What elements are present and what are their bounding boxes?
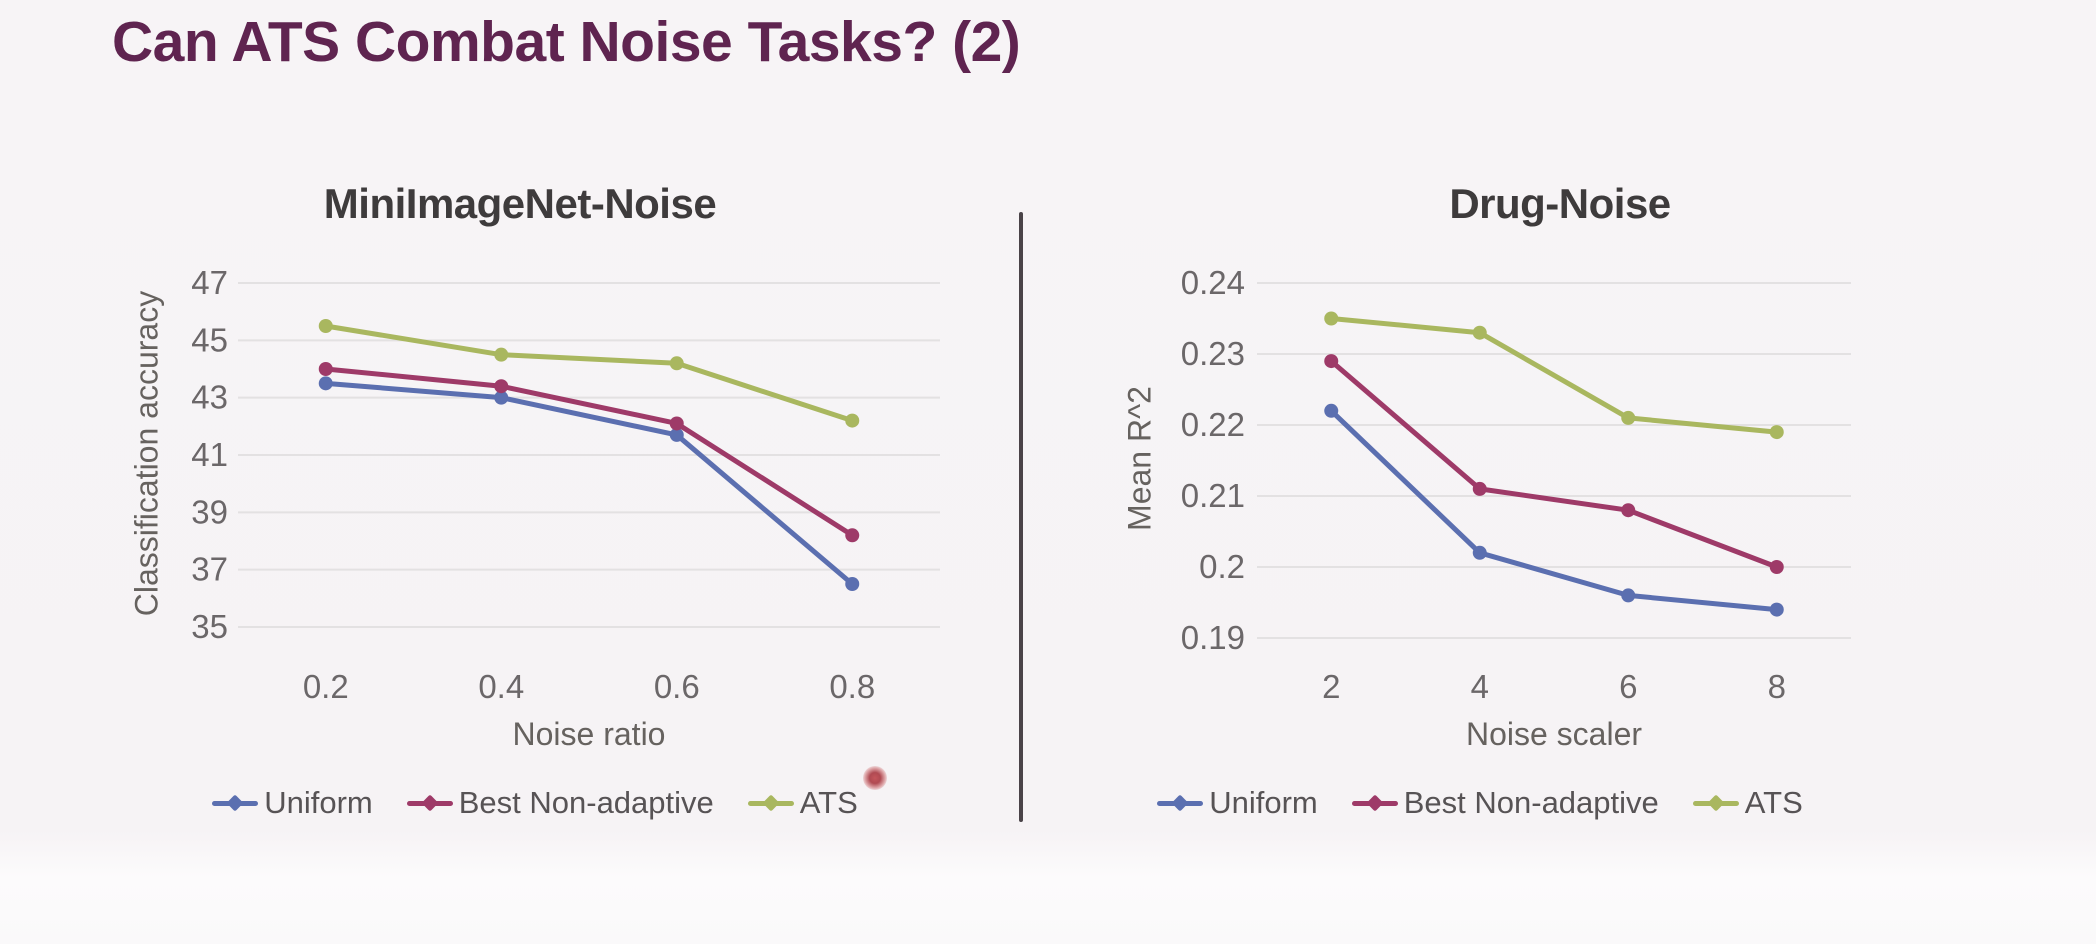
left-x-axis-label: Noise ratio [512, 716, 666, 752]
slide-title: Can ATS Combat Noise Tasks? (2) [112, 10, 1021, 74]
series-uniform [1324, 403, 1784, 617]
legend-label: Best Non-adaptive [1403, 785, 1659, 820]
y-tick-label: 43 [191, 379, 228, 416]
y-tick-label: 41 [191, 436, 228, 473]
legend-marker-ats [747, 794, 794, 812]
legend-label: ATS [1744, 785, 1803, 820]
series-best-non-adaptive [1324, 354, 1784, 574]
legend-marker-best-non-adaptive [1351, 794, 1398, 812]
x-tick-label: 4 [1471, 668, 1489, 705]
right-x-axis-label: Noise scaler [1465, 716, 1643, 752]
y-tick-label: 37 [191, 551, 228, 588]
data-point-ats [845, 413, 860, 428]
x-tick-labels: 2 4 6 8 [1322, 668, 1786, 705]
legend-item-best-non-adaptive: Best Non-adaptive [406, 785, 714, 821]
y-tick-label: 0.19 [1181, 619, 1245, 656]
x-tick-labels: 0.2 0.4 0.6 0.8 [303, 668, 875, 705]
y-tick-label: 0.22 [1181, 406, 1245, 443]
y-tick-label: 0.23 [1181, 335, 1245, 372]
y-tick-label: 35 [191, 608, 228, 645]
y-tick-labels: 47 45 43 41 39 37 35 [191, 264, 228, 645]
data-point-ats [1769, 425, 1784, 440]
data-point-ats [318, 319, 333, 333]
data-point-best-non-adaptive [494, 379, 509, 394]
x-tick-label: 0.2 [303, 668, 349, 705]
data-point-best-non-adaptive [318, 362, 333, 376]
gridlines [1257, 282, 1851, 639]
right-chart-title: Drug-Noise [1449, 180, 1671, 227]
y-tick-label: 47 [191, 264, 228, 301]
y-tick-label: 45 [191, 321, 228, 358]
series-best-non-adaptive [318, 362, 860, 543]
legend-marker-dot [226, 794, 244, 812]
data-point-uniform [494, 390, 509, 405]
data-point-best-non-adaptive [1472, 481, 1487, 496]
x-tick-label: 0.6 [654, 668, 700, 705]
y-tick-label: 39 [191, 493, 228, 530]
x-tick-label: 0.4 [478, 668, 524, 705]
y-tick-label: 0.24 [1181, 264, 1245, 301]
data-point-uniform [318, 376, 333, 391]
y-tick-label: 0.21 [1181, 477, 1245, 514]
right-chart-plot: 0.24 0.23 0.22 0.21 0.2 0.19 2 4 6 8 [1181, 264, 1851, 705]
left-chart-plot: 47 45 43 41 39 37 35 0.2 0.4 0.6 0.8 [191, 264, 940, 705]
x-tick-label: 8 [1768, 668, 1786, 705]
legend-item-uniform: Uniform [1157, 785, 1318, 821]
x-tick-label: 0.8 [829, 668, 875, 705]
left-chart-title: MiniImageNet-Noise [323, 180, 717, 227]
legend-marker-best-non-adaptive [406, 794, 453, 812]
legend-item-best-non-adaptive: Best Non-adaptive [1351, 785, 1659, 821]
data-point-best-non-adaptive [1621, 503, 1636, 518]
data-point-ats [1324, 311, 1339, 326]
series-uniform [318, 376, 860, 591]
data-point-best-non-adaptive [845, 528, 860, 543]
data-point-uniform [1621, 588, 1636, 603]
x-tick-label: 6 [1619, 668, 1637, 705]
legend-label: Uniform [1209, 785, 1318, 820]
legend-label: ATS [799, 785, 858, 820]
legend-marker-dot [1366, 794, 1384, 812]
series-ats [318, 319, 860, 428]
x-tick-label: 2 [1322, 668, 1340, 705]
data-point-ats [669, 356, 684, 371]
data-point-uniform [1769, 602, 1784, 617]
data-point-uniform [845, 577, 860, 591]
legend-marker-dot [421, 794, 439, 812]
gridlines [238, 282, 940, 628]
legend-item-ats: ATS [747, 785, 858, 821]
legend-marker-ats [1692, 794, 1739, 812]
right-chart-legend: Uniform Best Non-adaptive ATS [1080, 785, 1880, 821]
data-point-ats [1621, 410, 1636, 425]
legend-label: Uniform [264, 785, 373, 820]
legend-marker-uniform [212, 794, 259, 812]
y-tick-labels: 0.24 0.23 0.22 0.21 0.2 0.19 [1181, 264, 1245, 656]
legend-marker-uniform [1157, 794, 1204, 812]
left-chart-legend: Uniform Best Non-adaptive ATS [135, 785, 935, 821]
data-point-uniform [1472, 545, 1487, 560]
legend-label: Best Non-adaptive [458, 785, 714, 820]
data-point-ats [1472, 325, 1487, 340]
y-tick-label: 0.2 [1199, 548, 1245, 585]
data-point-uniform [1324, 403, 1339, 418]
series-ats [1324, 311, 1784, 440]
vertical-divider [1019, 212, 1023, 822]
legend-marker-dot [1171, 794, 1189, 812]
legend-marker-dot [762, 794, 780, 812]
laser-pointer-dot [863, 766, 887, 790]
data-point-best-non-adaptive [1769, 560, 1784, 574]
data-point-best-non-adaptive [1324, 354, 1339, 369]
legend-item-uniform: Uniform [212, 785, 373, 821]
data-point-best-non-adaptive [669, 416, 684, 431]
legend-item-ats: ATS [1692, 785, 1803, 821]
legend-marker-dot [1707, 794, 1725, 812]
data-point-uniform [669, 427, 684, 442]
data-point-ats [494, 347, 509, 362]
